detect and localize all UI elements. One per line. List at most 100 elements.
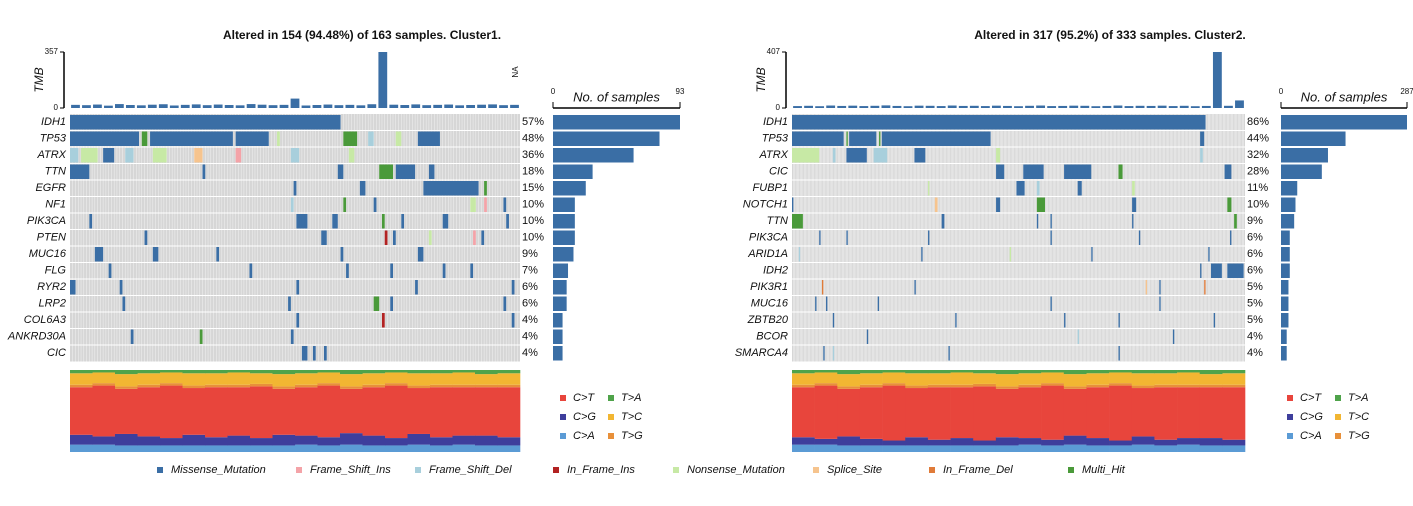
spectrum-segment <box>250 373 273 384</box>
gene-label: PIK3CA <box>27 215 66 227</box>
alteration-cell <box>846 148 867 163</box>
spectrum-segment <box>70 370 93 374</box>
alteration-cell <box>1204 280 1206 295</box>
spectrum-segment <box>1131 444 1155 452</box>
gene-label: COL6A3 <box>24 314 67 326</box>
gene-bar <box>553 329 563 344</box>
percent-label: 10% <box>1247 199 1269 211</box>
spectrum-legend-label: C>T <box>1300 392 1322 404</box>
gene-label: TP53 <box>762 133 789 145</box>
percent-label: 18% <box>522 166 544 178</box>
spectrum-segment <box>1109 370 1133 373</box>
spectrum-segment <box>792 444 815 452</box>
spectrum-segment <box>340 370 363 375</box>
tmb-bar <box>859 106 869 108</box>
alteration-cell <box>401 214 405 229</box>
spectrum-segment <box>250 386 273 439</box>
percent-label: 15% <box>522 182 544 194</box>
spectrum-segment <box>317 383 341 386</box>
bar-tick-label: 93 <box>676 87 685 96</box>
spectrum-segment <box>1154 387 1178 440</box>
alteration-cell <box>390 296 394 311</box>
spectrum-segment <box>1086 438 1110 446</box>
alteration-cell <box>792 214 803 229</box>
variant-legend-label: Frame_Shift_Ins <box>310 464 391 476</box>
alteration-cell <box>337 164 344 179</box>
spectrum-segment <box>1177 438 1200 445</box>
gene-label: PTEN <box>37 232 66 244</box>
spectrum-segment <box>1154 373 1178 385</box>
spectrum-segment <box>452 444 476 452</box>
alteration-cell <box>1200 263 1202 278</box>
spectrum-segment <box>1109 440 1133 446</box>
gene-label: RYR2 <box>37 281 66 293</box>
spectrum-segment <box>340 388 363 434</box>
spectrum-segment <box>407 385 431 389</box>
spectrum-segment <box>1018 444 1042 452</box>
tmb-bar <box>1058 105 1068 108</box>
spectrum-segment <box>792 387 815 438</box>
spectrum-segment <box>905 385 929 389</box>
spectrum-segment <box>182 385 206 389</box>
percent-label: 5% <box>1247 281 1263 293</box>
alteration-cell <box>819 230 821 245</box>
spectrum-segment <box>1063 388 1087 436</box>
gene-label: NOTCH1 <box>743 199 788 211</box>
spectrum-segment <box>452 370 476 373</box>
spectrum-segment <box>814 438 838 445</box>
tmb-na: NA <box>511 66 520 78</box>
spectrum-segment <box>859 373 883 385</box>
percent-label: 9% <box>522 248 538 260</box>
percent-label: 6% <box>1247 265 1263 277</box>
alteration-cell <box>826 296 828 311</box>
spectrum-segment <box>227 445 251 452</box>
spectrum-segment <box>995 386 1019 389</box>
tmb-bar <box>180 104 190 108</box>
gene-label: TTN <box>45 166 66 178</box>
spectrum-segment <box>272 370 296 375</box>
spectrum-segment <box>452 435 476 445</box>
spectrum-segment <box>295 373 318 385</box>
percent-label: 7% <box>522 265 538 277</box>
percent-label: 4% <box>522 347 538 359</box>
spectrum-segment <box>227 370 251 373</box>
alteration-cell <box>235 131 269 146</box>
alteration-cell <box>89 214 93 229</box>
tmb-bar <box>991 105 1001 108</box>
alteration-cell <box>346 263 349 278</box>
tmb-bar <box>257 104 267 108</box>
spectrum-legend-swatch <box>1287 433 1293 439</box>
spectrum-segment <box>1063 370 1087 375</box>
alteration-cell <box>1227 197 1232 212</box>
alteration-cell <box>144 230 148 245</box>
spectrum-segment <box>1018 370 1042 374</box>
gene-bar <box>1281 148 1328 163</box>
variant-legend-swatch <box>296 467 302 473</box>
tmb-bar <box>815 106 825 108</box>
spectrum-segment <box>973 383 997 387</box>
gene-bar <box>1281 247 1290 262</box>
spectrum-legend-swatch <box>1287 395 1293 401</box>
tmb-bar <box>1014 106 1023 108</box>
gene-label: PIK3R1 <box>750 281 788 293</box>
percent-label: 44% <box>1247 133 1269 145</box>
spectrum-segment <box>317 370 341 373</box>
spectrum-segment <box>1131 436 1155 445</box>
tmb-bar <box>345 104 355 108</box>
bar-axis-label: No. of samples <box>573 89 660 104</box>
spectrum-segment <box>1041 439 1065 446</box>
alteration-cell <box>373 296 380 311</box>
spectrum-segment <box>115 374 138 387</box>
tmb-bar <box>804 105 813 108</box>
spectrum-segment <box>859 384 883 388</box>
gene-bar <box>1281 131 1346 146</box>
chart-title: Altered in 317 (95.2%) of 333 samples. C… <box>974 28 1245 42</box>
gene-bar <box>553 115 680 130</box>
variant-legend-swatch <box>1068 467 1074 473</box>
alteration-cell <box>202 164 206 179</box>
spectrum-segment <box>1041 385 1065 440</box>
alteration-cell <box>415 280 418 295</box>
alteration-cell <box>792 131 844 146</box>
spectrum-segment <box>205 445 228 452</box>
gene-label: ATRX <box>36 149 66 161</box>
